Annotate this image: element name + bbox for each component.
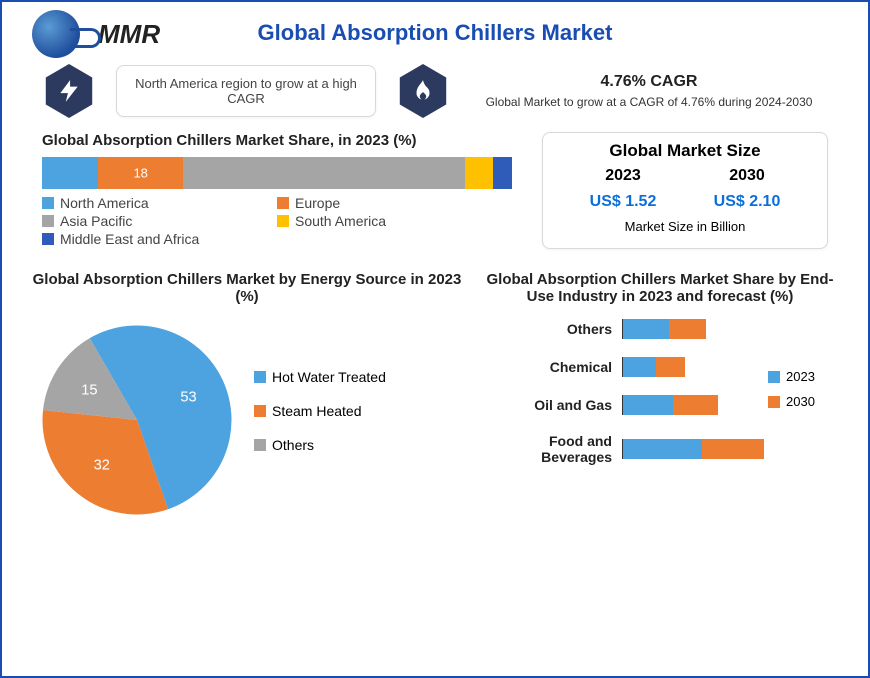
share-segment-label: 18	[133, 166, 147, 181]
enduse-body: Others Chemical Oil and Gas Food and Bevera…	[482, 319, 838, 483]
legend-label: Asia Pacific	[60, 213, 132, 229]
bar-segment-2030	[656, 357, 685, 377]
legend-swatch	[254, 439, 266, 451]
energy-source-pie-panel: Global Absorption Chillers Market by Ene…	[32, 271, 462, 525]
flame-hex-icon	[396, 64, 450, 118]
legend-label: Hot Water Treated	[272, 369, 386, 385]
pie-title: Global Absorption Chillers Market by Ene…	[32, 271, 462, 305]
legend-item: South America	[277, 213, 512, 229]
bar-track	[622, 395, 768, 415]
legend-item: North America	[42, 195, 277, 211]
size-column: 2023 US$ 1.52	[590, 167, 657, 211]
pie-body: 53 32 15 Hot Water Treated Steam Heated Othe…	[32, 315, 462, 525]
share-legend: North America Europe Asia Pacific South Ame…	[42, 195, 512, 249]
market-size-panel: Global Market Size 2023 US$ 1.52 2030 US$ 2…	[542, 132, 828, 249]
bar-segment-2023	[623, 357, 656, 377]
bar-track	[622, 357, 768, 377]
legend-swatch	[254, 371, 266, 383]
legend-swatch	[42, 215, 54, 227]
bar-row: Others	[482, 319, 768, 339]
bar-category-label: Others	[482, 321, 622, 337]
legend-label: Others	[272, 437, 314, 453]
size-column: 2030 US$ 2.10	[714, 167, 781, 211]
bar-category-label: Food and Beverages	[482, 433, 622, 465]
bar-segment-2030	[673, 395, 719, 415]
bar-row: Oil and Gas	[482, 395, 768, 415]
bar-track	[622, 319, 768, 339]
highlight-callout: North America region to grow at a high C…	[116, 65, 376, 117]
share-segment	[42, 157, 98, 189]
share-segment	[465, 157, 493, 189]
pie-slice-label: 15	[81, 382, 97, 398]
pie-slice-label: 32	[94, 458, 110, 474]
cagr-subtitle: Global Market to grow at a CAGR of 4.76%…	[470, 95, 828, 109]
legend-label: 2030	[786, 394, 815, 409]
logo-text: MMR	[98, 19, 160, 50]
bar-segment-2023	[623, 319, 669, 339]
bar-segment-2030	[669, 319, 706, 339]
cagr-block: 4.76% CAGR Global Market to grow at a CA…	[470, 73, 828, 109]
legend-swatch	[768, 371, 780, 383]
legend-swatch	[42, 197, 54, 209]
size-year: 2023	[590, 167, 657, 185]
bar-category-label: Oil and Gas	[482, 397, 622, 413]
legend-label: North America	[60, 195, 149, 211]
share-segment	[493, 157, 512, 189]
legend-item: 2030	[768, 394, 838, 409]
legend-label: Steam Heated	[272, 403, 362, 419]
bolt-icon	[56, 78, 82, 104]
legend-item: Others	[254, 437, 386, 453]
flame-icon	[410, 78, 436, 104]
legend-item: 2023	[768, 369, 838, 384]
share-segment: 18	[98, 157, 183, 189]
mmr-logo: MMR	[32, 10, 160, 58]
market-share-panel: Global Absorption Chillers Market Share,…	[42, 132, 512, 249]
size-value: US$ 1.52	[590, 193, 657, 211]
share-title: Global Absorption Chillers Market Share,…	[42, 132, 512, 149]
bolt-hex-icon	[42, 64, 96, 118]
size-note: Market Size in Billion	[561, 219, 809, 234]
share-segment	[183, 157, 465, 189]
enduse-bar-chart: Others Chemical Oil and Gas Food and Bevera…	[482, 319, 768, 483]
bar-row: Chemical	[482, 357, 768, 377]
mid-row: Global Absorption Chillers Market Share,…	[2, 118, 868, 249]
legend-label: 2023	[786, 369, 815, 384]
bottom-row: Global Absorption Chillers Market by Ene…	[2, 249, 868, 525]
legend-label: Middle East and Africa	[60, 231, 199, 247]
enduse-bar-panel: Global Absorption Chillers Market Share …	[482, 271, 838, 525]
legend-item: Europe	[277, 195, 512, 211]
globe-icon	[32, 10, 80, 58]
legend-swatch	[277, 215, 289, 227]
legend-swatch	[42, 233, 54, 245]
legend-label: South America	[295, 213, 386, 229]
legend-label: Europe	[295, 195, 340, 211]
cagr-title: 4.76% CAGR	[470, 73, 828, 91]
bar-segment-2023	[623, 395, 673, 415]
size-value: US$ 2.10	[714, 193, 781, 211]
energy-pie-chart: 53 32 15	[32, 315, 242, 525]
bar-segment-2023	[623, 439, 702, 459]
size-columns: 2023 US$ 1.52 2030 US$ 2.10	[561, 167, 809, 211]
legend-item: Steam Heated	[254, 403, 386, 419]
legend-swatch	[768, 396, 780, 408]
pie-legend: Hot Water Treated Steam Heated Others	[254, 369, 386, 471]
bar-track	[622, 439, 768, 459]
size-year: 2030	[714, 167, 781, 185]
legend-swatch	[254, 405, 266, 417]
legend-item: Middle East and Africa	[42, 231, 277, 247]
legend-item: Hot Water Treated	[254, 369, 386, 385]
bar-row: Food and Beverages	[482, 433, 768, 465]
legend-swatch	[277, 197, 289, 209]
bar-segment-2030	[702, 439, 764, 459]
enduse-legend: 2023 2030	[768, 319, 838, 483]
enduse-title: Global Absorption Chillers Market Share …	[482, 271, 838, 305]
pie-slice-label: 53	[180, 390, 196, 406]
bar-category-label: Chemical	[482, 359, 622, 375]
size-title: Global Market Size	[561, 141, 809, 161]
share-stacked-bar: 18	[42, 157, 512, 189]
legend-item: Asia Pacific	[42, 213, 277, 229]
